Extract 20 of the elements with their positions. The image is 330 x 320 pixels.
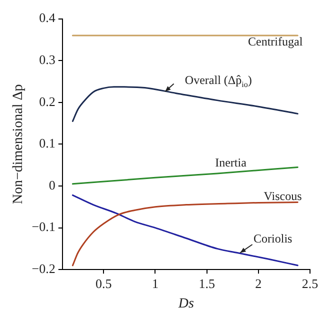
y-tick-label: −0.2 [32, 261, 56, 276]
y-tick-label: 0.2 [39, 94, 56, 109]
x-tick-label: 2 [255, 276, 262, 291]
x-axis-title: Ds [177, 296, 195, 312]
line-series [72, 86, 298, 122]
y-tick-label: 0.1 [39, 136, 56, 151]
annotation: Inertia [215, 155, 248, 170]
y-tick-label: 0 [48, 177, 56, 192]
y-axis-title: Non−dimensional Δp [11, 84, 26, 204]
x-tick-label: 1 [152, 276, 158, 291]
y-tick-label: 0.3 [39, 52, 56, 68]
y-tick-label: −0.1 [32, 219, 56, 234]
annotation: Coriolis [254, 232, 293, 246]
line-series [72, 166, 298, 185]
annotation: Viscous [264, 189, 302, 204]
y-tick-label: 0.4 [39, 10, 56, 26]
x-tick-label: 2.5 [302, 276, 318, 291]
x-tick-label: 1.5 [198, 276, 215, 291]
annotation: Centrifugal [248, 34, 304, 49]
x-tick-label: 0.5 [96, 276, 112, 291]
